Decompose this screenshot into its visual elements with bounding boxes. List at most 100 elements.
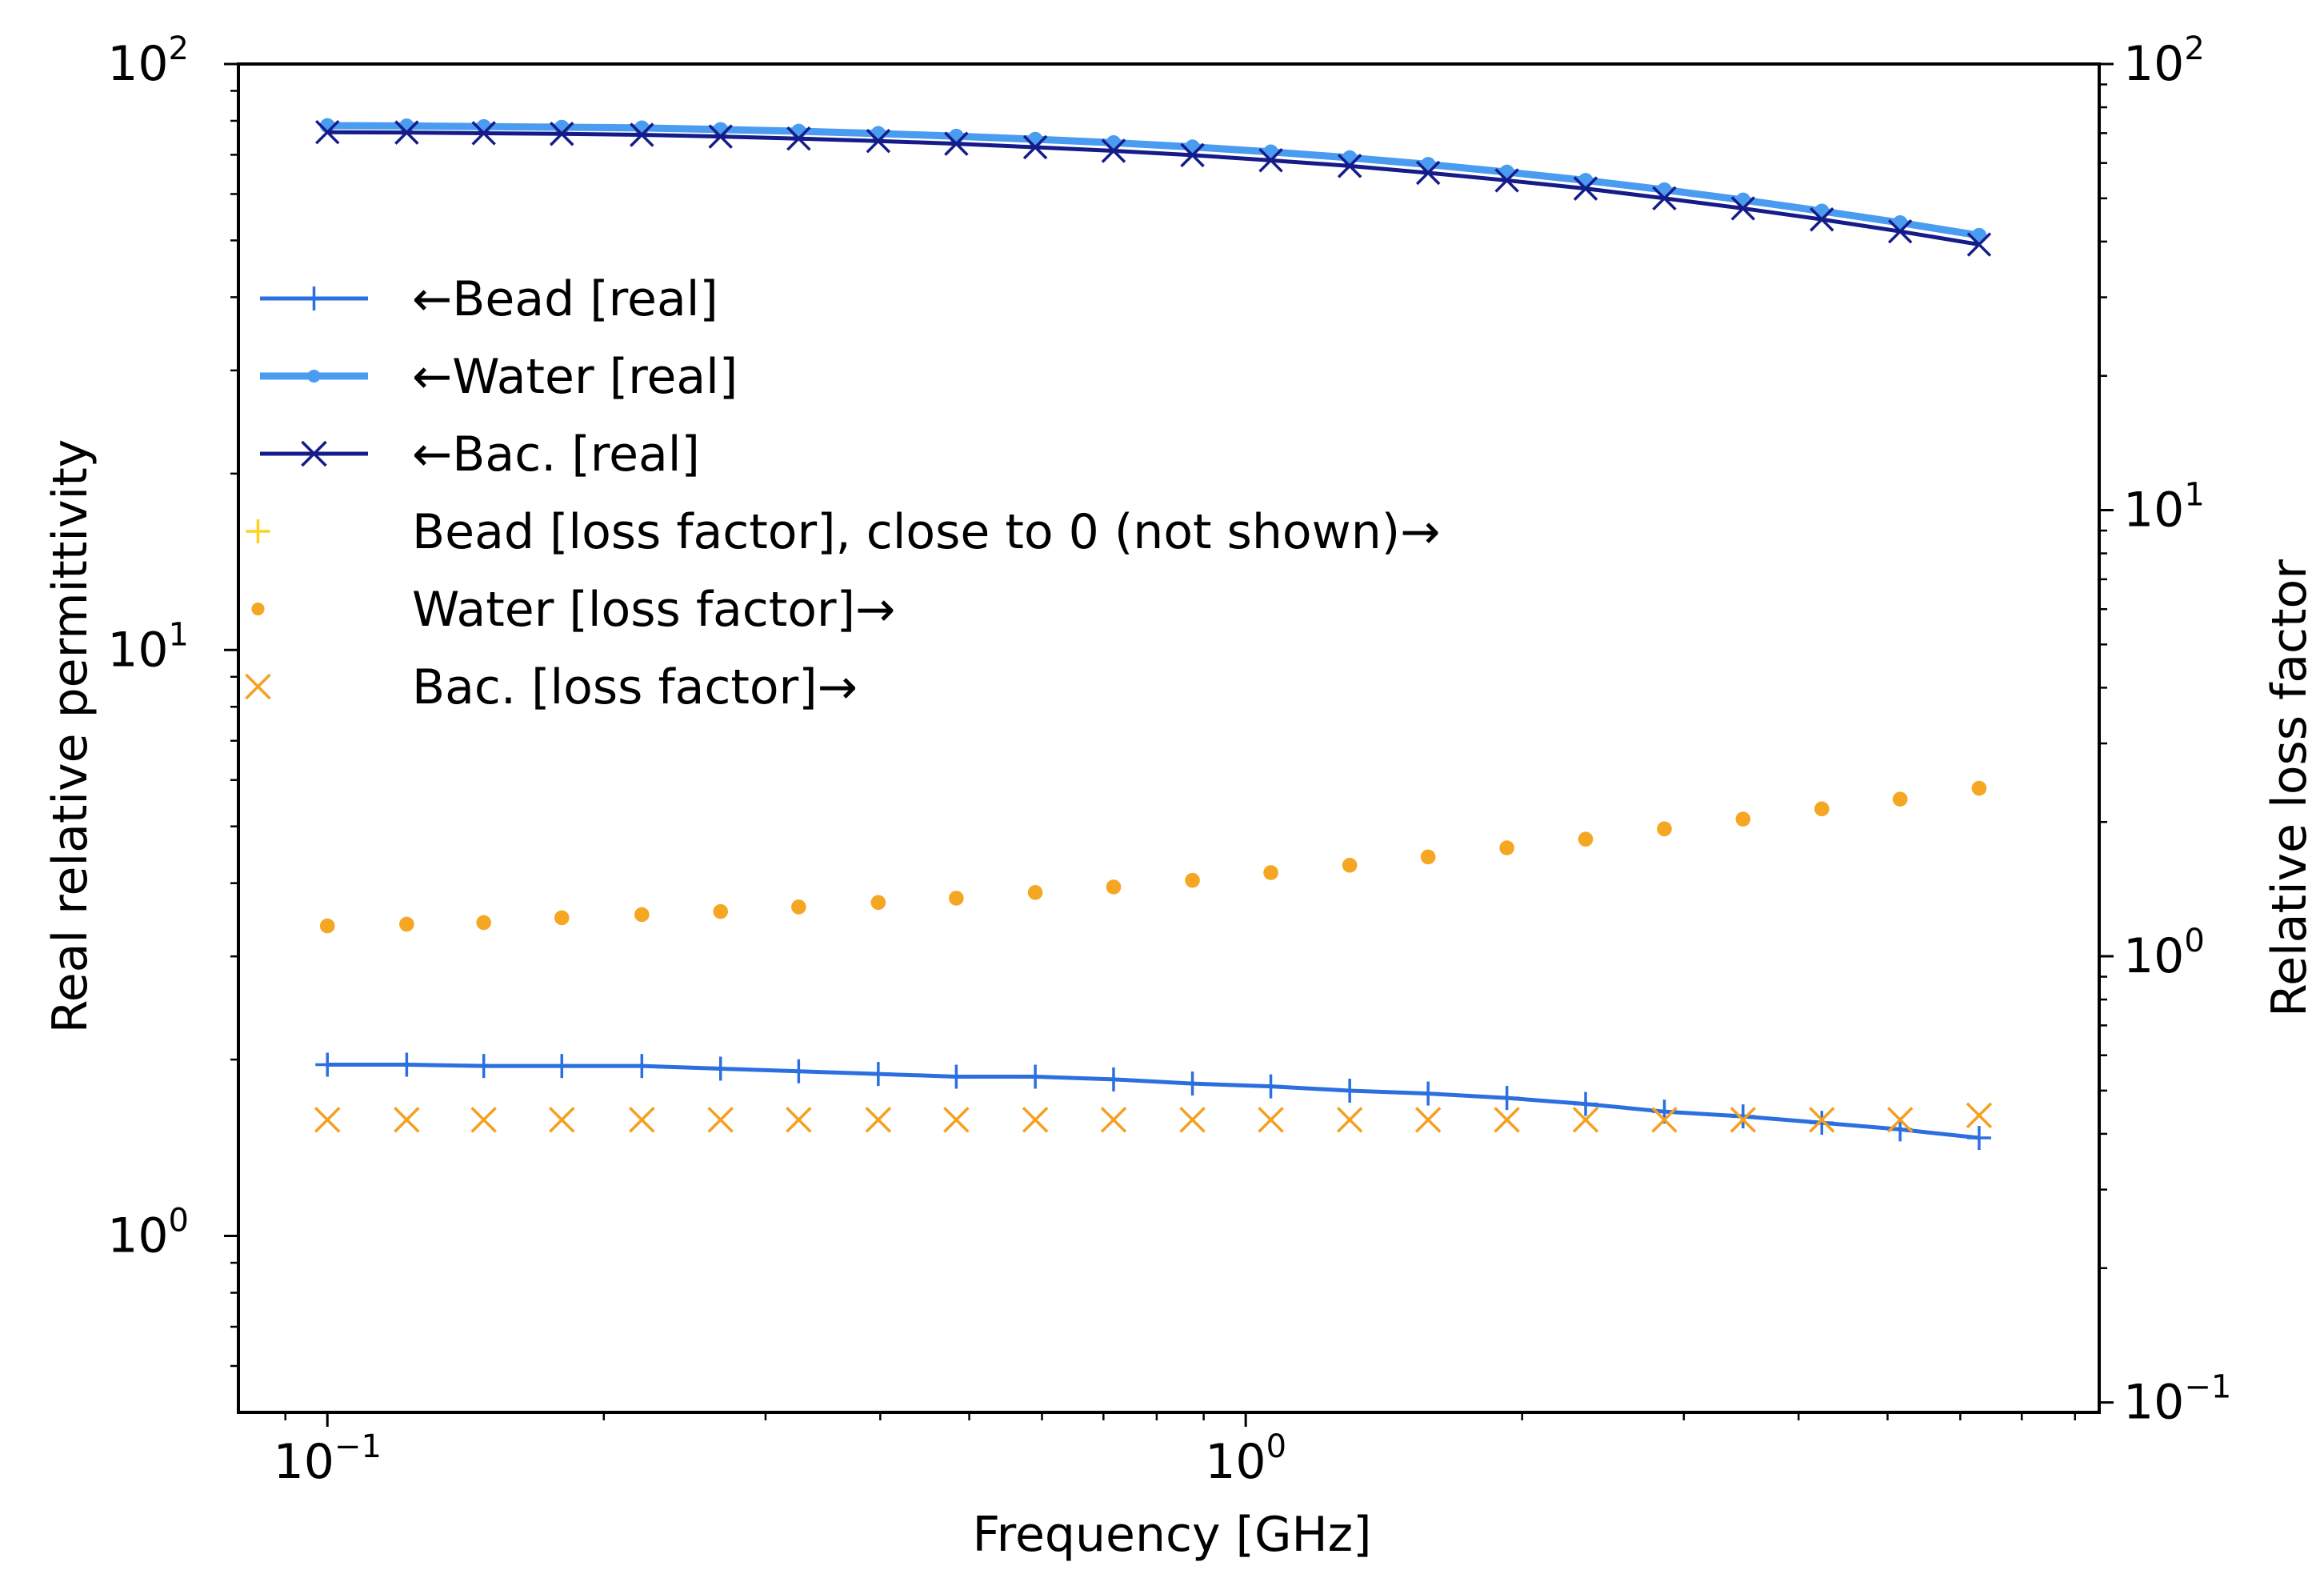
series-2-point-0	[315, 119, 340, 145]
series-5-point-21	[1966, 1102, 1993, 1129]
series-2-point-2	[471, 121, 496, 146]
series-2-point-20-b	[1887, 218, 1913, 244]
plot-frame	[237, 62, 2101, 1414]
y-tick-label-1-exponent: 1	[169, 616, 189, 653]
series-5-point-6-b	[786, 1107, 812, 1133]
series-5-point-14-b	[1414, 1107, 1442, 1133]
series-5-point-8-b	[943, 1107, 970, 1133]
series-0-point-19	[1810, 1111, 1834, 1135]
legend-item-3: Bead [loss factor], close to 0 (not show…	[246, 504, 1440, 560]
y2-axis-label: Relative loss factor	[2262, 559, 2318, 1017]
series-0-point-8	[944, 1064, 969, 1089]
series-0-point-10	[1101, 1067, 1126, 1091]
series-4-point-12	[1263, 865, 1278, 880]
series-1-point-13	[1342, 150, 1358, 166]
series-5-point-12	[1258, 1107, 1284, 1133]
series-5-point-17	[1651, 1107, 1678, 1133]
legend-marker-5-b	[245, 673, 271, 700]
series-0-point-7	[866, 1062, 890, 1087]
series-0-line	[327, 1063, 1980, 1140]
series-5-point-19-b	[1809, 1107, 1835, 1133]
legend-item-5: Bac. [loss factor]→	[245, 659, 858, 715]
legend-label-3: Bead [loss factor], close to 0 (not show…	[412, 504, 1440, 560]
legend-marker-3	[246, 519, 270, 543]
legend-marker-4	[251, 602, 265, 616]
series-2-point-4-b	[630, 122, 654, 147]
legend-item-4: Water [loss factor]→	[251, 582, 895, 638]
y-tick-label-2-base: 10	[107, 36, 168, 92]
series-5-point-14	[1414, 1107, 1442, 1133]
series-2-point-0-b	[315, 119, 340, 145]
series-4-point-13	[1342, 857, 1358, 873]
y-tick-label-0: 100	[107, 1203, 189, 1264]
series-2-point-6-b	[786, 126, 811, 151]
series-1-point-16	[1578, 173, 1594, 188]
series-2-point-1-b	[394, 120, 419, 145]
series-0-point-18	[1730, 1104, 1755, 1129]
series-2	[315, 119, 1992, 257]
series-5-point-0-b	[314, 1107, 341, 1133]
y-tick-label-1-base: 10	[107, 622, 168, 678]
plot-area	[314, 118, 1993, 1151]
series-1-point-18	[1735, 192, 1751, 208]
series-2-point-16-b	[1573, 176, 1598, 201]
x-tick-label-0: 10−1	[274, 1428, 382, 1490]
series-4-point-4	[634, 907, 650, 923]
series-5-point-3-b	[549, 1107, 575, 1133]
series-4-point-1	[399, 916, 414, 932]
series-2-point-8-b	[944, 131, 969, 156]
series-2-point-16	[1573, 176, 1598, 201]
y2-tick-label-2-base: 10	[2123, 483, 2184, 539]
series-2-point-10	[1101, 138, 1126, 163]
legend-item-1: ←Water [real]	[260, 349, 738, 405]
series-5-point-16-b	[1572, 1107, 1599, 1133]
series-2-point-15-b	[1494, 168, 1519, 193]
series-5-point-11	[1179, 1107, 1206, 1133]
y-tick-label-0-exponent: 0	[169, 1203, 189, 1240]
series-5-point-8	[943, 1107, 970, 1133]
y-tick-label-2-exponent: 2	[169, 30, 189, 67]
series-0-point-5	[708, 1056, 733, 1081]
series-2-point-6	[786, 126, 811, 151]
series-5-point-1	[394, 1107, 420, 1133]
series-5-point-17-b	[1651, 1107, 1678, 1133]
series-2-point-17-b	[1652, 186, 1677, 211]
series-5-point-13-b	[1336, 1107, 1363, 1133]
series-2-point-13-b	[1337, 154, 1362, 178]
series-2-point-10-b	[1101, 138, 1126, 163]
series-2-point-9-b	[1022, 134, 1048, 160]
legend-label-5: Bac. [loss factor]→	[412, 659, 858, 715]
y2-tick-label-2-exponent: 1	[2184, 477, 2204, 514]
series-5-point-16	[1572, 1107, 1599, 1133]
y-tick-label-2: 102	[107, 30, 189, 92]
series-0-point-13	[1338, 1078, 1362, 1103]
series-4-point-10	[1106, 879, 1122, 895]
series-4-point-8	[949, 891, 964, 906]
legend-label-2: ←Bac. [real]	[412, 427, 700, 483]
series-5-point-9	[1022, 1107, 1049, 1133]
series-0-point-2	[471, 1054, 496, 1079]
series-5-point-15	[1494, 1107, 1520, 1133]
series-2-point-11-b	[1180, 142, 1205, 168]
series-0-point-0	[315, 1052, 340, 1077]
series-2-point-21-b	[1966, 232, 1992, 257]
series-2-point-5	[708, 124, 733, 149]
y2-tick-label-2: 101	[2123, 477, 2205, 539]
series-0	[315, 1052, 1991, 1151]
series-2-point-15	[1494, 168, 1519, 193]
legend-label-0: ←Bead [real]	[412, 271, 718, 327]
series-2-point-5-b	[708, 124, 733, 149]
x-tick-label-0-base: 10	[274, 1434, 334, 1490]
series-0-point-11	[1180, 1071, 1205, 1096]
series-4-point-3	[554, 910, 570, 926]
series-2-point-12	[1258, 148, 1283, 173]
series-5-point-19	[1809, 1107, 1835, 1133]
series-0-point-14	[1416, 1081, 1441, 1106]
y-tick-label-1: 101	[107, 616, 189, 678]
x-tick-label-1: 100	[1205, 1428, 1286, 1490]
legend-item-2: ←Bac. [real]	[260, 427, 700, 483]
series-2-point-19	[1810, 206, 1834, 232]
legend-marker-2	[301, 440, 327, 467]
legend-label-1: ←Water [real]	[412, 349, 738, 405]
